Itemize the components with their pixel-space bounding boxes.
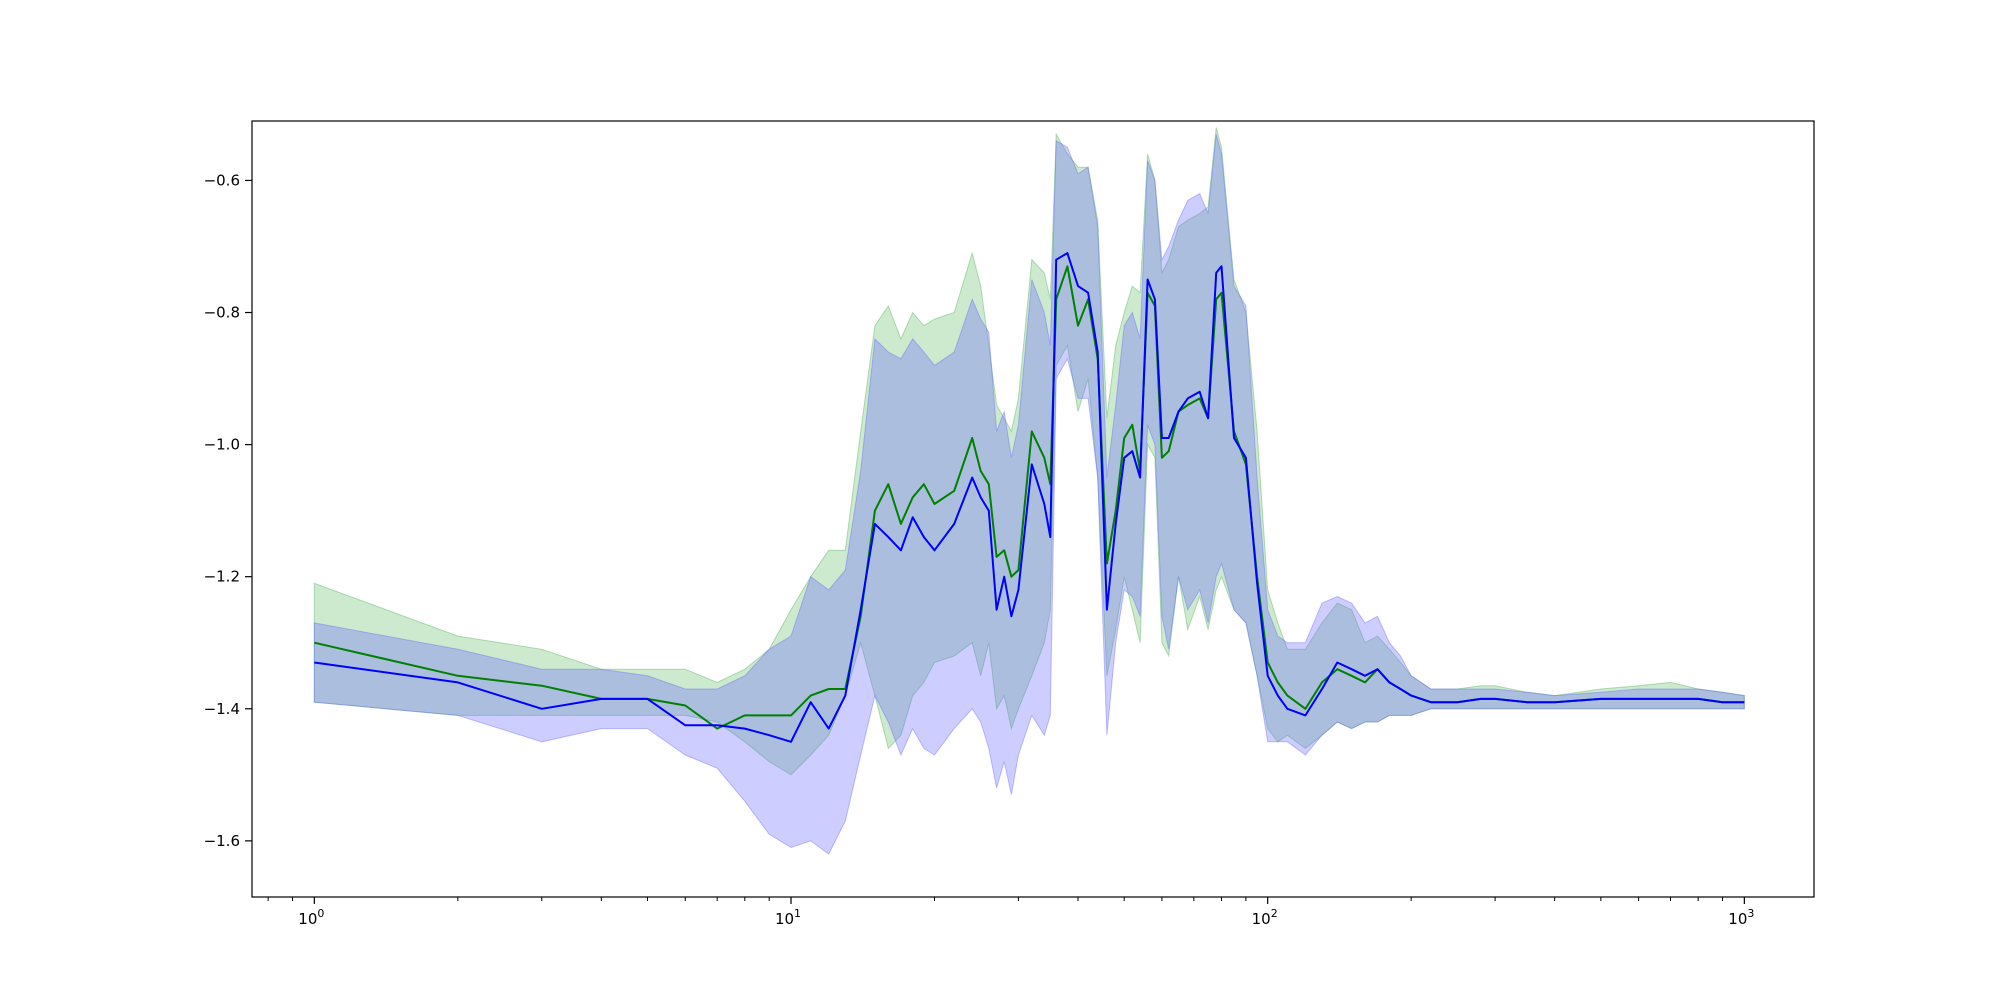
x-tick-label: 102 xyxy=(1252,907,1278,928)
plot-area-frame xyxy=(251,120,1815,898)
y-tick-label: −1.0 xyxy=(204,436,240,454)
y-tick-label: −0.8 xyxy=(204,304,240,322)
y-axis: −0.6 −0.8 −1.0 −1.2 −1.4 −1.6 xyxy=(204,171,252,850)
x-axis: 100 101 102 103 xyxy=(267,897,1754,928)
x-tick-label: 101 xyxy=(775,907,801,928)
y-tick-label: −1.4 xyxy=(204,700,240,718)
x-tick-label: 100 xyxy=(298,907,324,928)
series-lines xyxy=(314,252,1745,743)
y-tick-label: −1.2 xyxy=(204,568,240,586)
y-tick-label: −1.6 xyxy=(204,832,240,850)
series-2-line xyxy=(314,252,1745,743)
x-tick-label: 103 xyxy=(1728,907,1754,928)
y-tick-label: −0.6 xyxy=(204,171,240,189)
